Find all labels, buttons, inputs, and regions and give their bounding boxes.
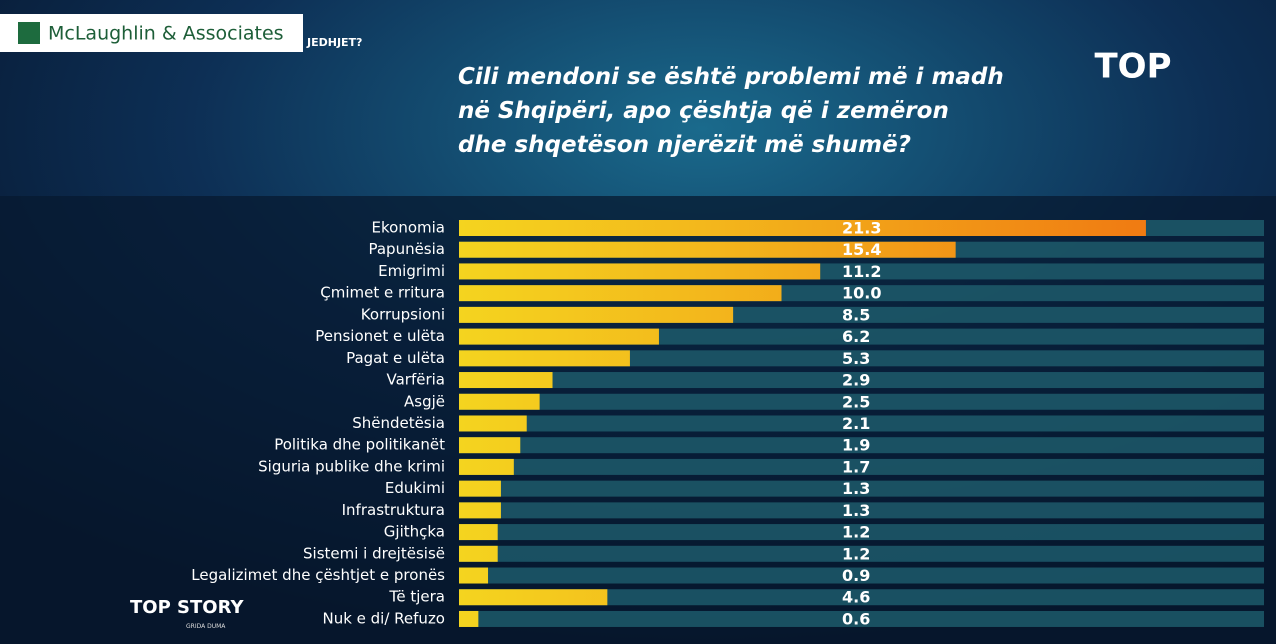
category-label: Ekonomia xyxy=(372,219,445,237)
bar xyxy=(459,415,527,432)
bar-track xyxy=(459,545,1264,562)
category-label: Legalizimet dhe çështjet e pronës xyxy=(191,566,445,584)
category-label: Infrastruktura xyxy=(342,501,445,519)
category-label: Varfëria xyxy=(387,371,446,389)
brand: McLaughlin & Associates xyxy=(48,23,284,45)
value-label: 1.3 xyxy=(842,501,870,520)
bar xyxy=(459,589,608,606)
bar xyxy=(459,502,501,519)
value-label: 1.2 xyxy=(842,523,870,542)
bar xyxy=(459,285,782,302)
category-label: Shëndetësia xyxy=(352,414,445,432)
bar-track xyxy=(459,567,1264,584)
bar xyxy=(459,350,630,367)
value-label: 6.2 xyxy=(842,327,870,346)
category-label: Politika dhe politikanët xyxy=(274,436,445,454)
bar-track xyxy=(459,350,1264,367)
bar-track xyxy=(459,328,1264,345)
value-label: 8.5 xyxy=(842,305,870,324)
bar xyxy=(459,393,540,410)
value-label: 5.3 xyxy=(842,349,870,368)
bar xyxy=(459,306,734,323)
bar-track xyxy=(459,393,1264,410)
value-label: 1.9 xyxy=(842,436,870,455)
brand-icon xyxy=(18,22,40,44)
bar-track xyxy=(459,524,1264,541)
category-label: Pensionet e ulëta xyxy=(315,327,445,345)
bar xyxy=(459,372,553,389)
bar xyxy=(459,328,659,345)
bar-track xyxy=(459,502,1264,519)
category-label: Emigrimi xyxy=(378,262,445,280)
bar xyxy=(459,220,1146,236)
category-label: Gjithçka xyxy=(384,523,445,541)
brand-box xyxy=(0,14,303,52)
bar xyxy=(459,458,514,475)
header-fragment: JEDHJET? xyxy=(306,36,362,49)
bar-track xyxy=(459,480,1264,497)
chart-title: Cili mendoni se është problemi më i madh… xyxy=(458,64,1004,158)
category-label: Asgjë xyxy=(404,392,445,410)
bar-track xyxy=(459,589,1264,606)
value-label: 1.7 xyxy=(842,457,870,476)
value-label: 2.5 xyxy=(842,392,870,411)
value-label: 2.1 xyxy=(842,414,870,433)
category-label: Pagat e ulëta xyxy=(346,349,445,367)
category-label: Sistemi i drejtësisë xyxy=(303,544,445,562)
bar xyxy=(459,437,521,454)
bar-track xyxy=(459,415,1264,432)
host-name: GRIDA DUMA xyxy=(186,623,226,630)
category-label: Edukimi xyxy=(385,479,445,497)
value-label: 4.6 xyxy=(842,588,870,607)
bar-track xyxy=(459,458,1264,475)
category-label: Të tjera xyxy=(388,588,445,606)
bar-track xyxy=(459,610,1264,627)
bar xyxy=(459,567,489,584)
value-label: 11.2 xyxy=(842,262,881,281)
bar xyxy=(459,241,956,258)
value-label: 15.4 xyxy=(842,240,881,259)
value-label: 21.3 xyxy=(842,219,881,238)
category-label: Korrupsioni xyxy=(361,305,445,323)
bar xyxy=(459,610,479,627)
bar xyxy=(459,545,498,562)
bar-track xyxy=(459,437,1264,454)
bar xyxy=(459,480,501,497)
bar-track xyxy=(459,372,1264,389)
value-label: 10.0 xyxy=(842,284,881,303)
value-label: 1.3 xyxy=(842,479,870,498)
bar-chart: Ekonomia 21.3 Papunësia 15.4 Emigrimi 11.2 Çmi… xyxy=(191,219,1264,628)
value-label: 0.9 xyxy=(842,566,870,585)
category-label: Çmimet e rritura xyxy=(320,284,445,302)
channel-logo: TOP xyxy=(1094,47,1171,87)
value-label: 1.2 xyxy=(842,544,870,563)
bar xyxy=(459,524,498,541)
category-label: Papunësia xyxy=(368,240,445,258)
show-name: TOP STORY xyxy=(130,597,244,618)
bar xyxy=(459,263,821,280)
category-label: Nuk e di/ Refuzo xyxy=(322,609,445,627)
value-label: 2.9 xyxy=(842,371,870,390)
category-label: Siguria publike dhe krimi xyxy=(258,457,445,475)
value-label: 0.6 xyxy=(842,609,870,628)
